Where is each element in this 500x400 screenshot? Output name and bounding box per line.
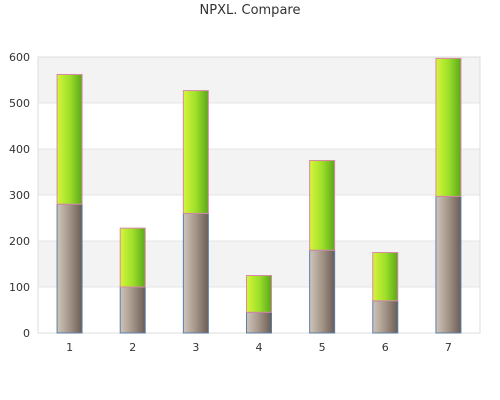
bar-layer [56,57,462,334]
bar-segment-top [56,73,83,205]
y-tick-label: 0 [23,327,30,340]
plot-band [38,57,480,103]
bar-segment-bottom [56,203,83,334]
bar-segment-bottom [372,300,399,334]
bar-segment-bottom [435,195,462,334]
x-axis-ticks: 1 2 3 4 5 6 7 [66,341,452,354]
bar-segment-bottom [182,212,209,334]
bar-segment-top [309,160,336,251]
bar-segment-bottom [246,311,272,334]
y-tick-label: 600 [9,51,30,64]
bar-segment-top [435,57,462,197]
y-tick-label: 300 [9,189,30,202]
y-tick-label: 500 [9,97,30,110]
bar-segment-top [119,227,146,288]
bar-segment-top [246,275,272,313]
y-tick-label: 200 [9,235,30,248]
x-tick-label: 4 [256,341,263,354]
x-tick-label: 5 [319,341,326,354]
y-tick-label: 100 [9,281,30,294]
plot-band [38,195,480,241]
bar-segment-top [182,90,209,214]
plot-band [38,149,480,195]
x-tick-label: 2 [129,341,136,354]
bar-segment-bottom [309,249,336,334]
y-tick-label: 400 [9,143,30,156]
x-tick-label: 1 [66,341,73,354]
x-tick-label: 7 [445,341,452,354]
plot-background [38,57,480,333]
x-tick-label: 6 [382,341,389,354]
bar-segment-top [372,252,399,302]
x-tick-label: 3 [192,341,199,354]
bar-segment-bottom [119,286,146,334]
y-axis-ticks: 0 100 200 300 400 500 600 [9,51,30,340]
plot-band [38,103,480,149]
chart-title: NPXL. Compare [200,3,301,18]
